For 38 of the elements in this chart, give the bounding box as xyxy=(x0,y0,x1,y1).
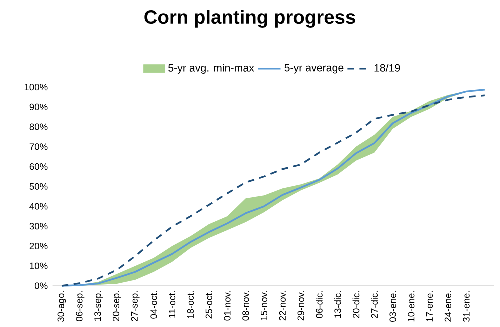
y-tick-label: 90% xyxy=(30,104,48,110)
x-tick-label: 29-nov. xyxy=(298,292,304,321)
y-tick-label: 60% xyxy=(30,164,48,170)
x-tick-label: 25-oct. xyxy=(206,292,212,319)
x-tick-label: 06-sep. xyxy=(76,292,85,322)
x-tick-label: 08-nov. xyxy=(242,292,250,321)
x-tick-label: 06-dic. xyxy=(316,292,323,318)
x-tick-label: 11-oct. xyxy=(169,292,176,318)
x-tick-label: 04-oct. xyxy=(150,292,158,319)
y-tick-label: 20% xyxy=(30,242,48,250)
x-tick-label: 01-nov. xyxy=(224,292,231,321)
x-tick-label: 03-ene. xyxy=(390,292,396,322)
text: 5-yr avg. min-max xyxy=(168,64,254,74)
x-tick-label: 10-ene. xyxy=(408,292,415,322)
x-tick-label: 30-ago. xyxy=(58,292,66,322)
y-tick-label: 30% xyxy=(30,223,48,230)
legend-label: 5-yr average xyxy=(284,64,344,74)
y-tick-label: 80% xyxy=(30,124,48,130)
x-tick-label: 17-ene. xyxy=(426,292,434,322)
x-tick-label: 13-dic. xyxy=(334,292,342,318)
legend-label: 18/19 xyxy=(374,64,400,72)
x-tick-label: 13-sep. xyxy=(94,292,104,322)
y-tick-label: 50% xyxy=(30,183,48,190)
x-tick-label: 22-nov. xyxy=(279,292,286,321)
chart-title: Corn planting progress xyxy=(144,10,356,28)
x-tick-label: 24-ene. xyxy=(444,292,452,322)
y-tick-label: 70% xyxy=(30,144,48,150)
x-tick-label: 15-nov. xyxy=(261,292,268,320)
x-tick-label: 27-sep. xyxy=(131,292,140,322)
x-tick-label: 27-dic. xyxy=(371,292,378,318)
y-tick-label: 0% xyxy=(34,282,48,290)
y-tick-label: 40% xyxy=(30,203,48,210)
x-tick-label: 18-oct. xyxy=(187,292,194,319)
y-tick-label: 100% xyxy=(24,84,48,91)
y-tick-label: 10% xyxy=(30,262,48,270)
x-tick-label: 31-ene. xyxy=(463,292,470,322)
x-tick-label: 20-dic. xyxy=(352,292,360,318)
x-tick-label: 20-sep. xyxy=(112,292,122,322)
